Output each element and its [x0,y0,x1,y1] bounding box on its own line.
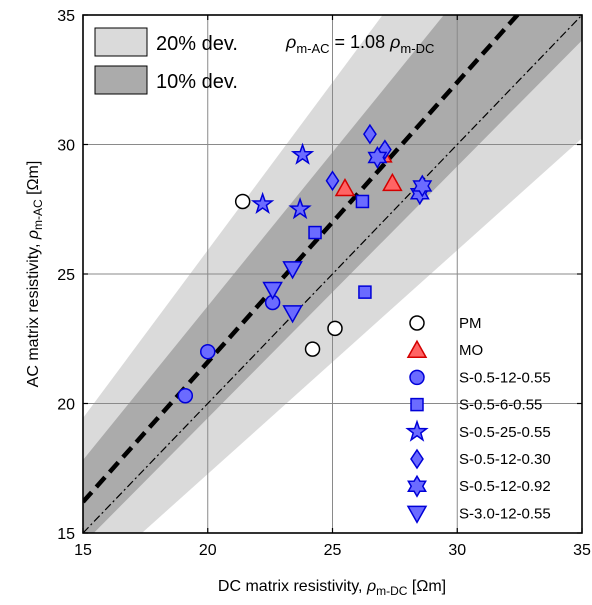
data-point [367,145,388,169]
legend-marker [409,369,425,386]
y-tick-label: 25 [57,267,75,284]
data-point [234,193,251,210]
data-point [262,281,283,301]
legend-marker [410,397,424,412]
fit-line [83,15,521,504]
y-tick-labels: 15 20 25 30 35 [57,8,75,543]
y-tick-label: 35 [57,8,75,25]
x-tick-label: 25 [324,542,342,559]
legend-marker [406,505,428,524]
y-tick-label: 15 [57,526,75,543]
legend-label: S-0.5-12-0.92 [459,478,551,495]
x-tick-label: 20 [199,542,217,559]
identity-line [83,15,582,533]
data-point [412,174,433,198]
legend-marker [410,448,424,470]
data-point [382,172,403,192]
y-axis-title: AC matrix resistivity, ρm-AC [Ωm] [25,161,45,388]
data-points [177,123,433,404]
data-point [308,225,322,240]
x-tick-label: 35 [573,542,591,559]
y-tick-label: 20 [57,397,75,414]
legend-marker [405,419,429,442]
x-axis-title: DC matrix resistivity, ρm-DC [Ωm] [218,578,446,598]
data-point [334,178,356,197]
data-point [355,194,370,209]
fit-equation: ρm-AC = 1.08 ρm-DC [285,32,434,56]
data-point [304,341,321,357]
data-point [327,320,343,337]
data-point [200,343,216,360]
data-point [177,387,194,404]
band-legend-20-swatch [94,27,148,57]
legend-label: S-0.5-12-0.30 [459,451,551,468]
legend-label: S-0.5-25-0.55 [459,424,551,441]
data-point [358,285,372,299]
x-tick-label: 15 [74,542,92,559]
data-point [282,305,303,324]
data-point [290,142,315,165]
legend-label: PM [459,315,482,332]
x-tick-label: 30 [448,542,466,559]
tick-marks [82,14,583,534]
data-point [250,191,275,215]
legend-marker [409,315,425,331]
legend-label: MO [459,342,483,359]
band-legend-10-label: 10% dev. [156,71,238,93]
legend-marker [407,474,427,498]
legend-label: S-0.5-6-0.55 [459,397,542,414]
marker-legend: PM MO S-0.5-12-0.55 S-0.5-6-0.55 S-0.5-25-0.… [405,315,551,524]
legend-label: S-3.0-12-0.55 [459,505,551,522]
y-tick-label: 30 [57,138,75,155]
data-point [325,170,340,192]
legend-marker [406,339,428,358]
data-point [288,196,312,220]
band-legend-20-label: 20% dev. [156,33,238,55]
data-point [282,261,303,280]
data-point [363,123,377,145]
legend-label: S-0.5-12-0.55 [459,369,551,386]
x-tick-labels: 15 20 25 30 35 [74,542,591,559]
band-legend-10-swatch [94,65,148,95]
band-legend: 20% dev. 10% dev. [94,27,238,95]
